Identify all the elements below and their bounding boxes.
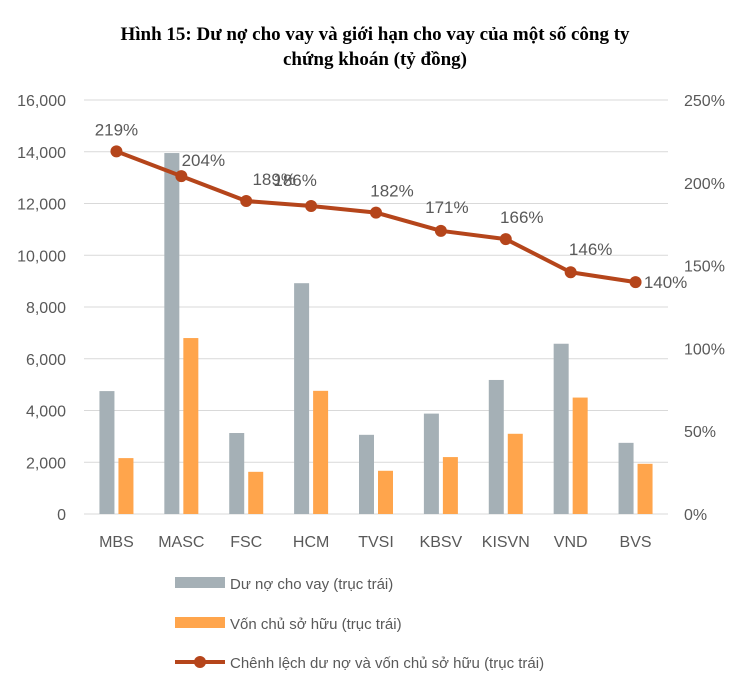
legend-label-chenh-lech: Chênh lệch dư nợ và vốn chủ sở hữu (trục… (230, 655, 544, 672)
right-tick-label: 150% (684, 259, 725, 276)
line-data-label: 140% (644, 273, 687, 292)
line-data-label: 146% (569, 240, 612, 259)
left-tick-label: 6,000 (26, 352, 66, 369)
bar-du-no-cho-vay (553, 343, 569, 514)
line-point (240, 195, 253, 208)
right-tick-label: 50% (684, 424, 716, 441)
line-data-label: 219% (95, 120, 138, 139)
line-data-label: 166% (500, 208, 543, 227)
chart-title-line2: chứng khoán (tỷ đồng) (282, 49, 468, 70)
bar-du-no-cho-vay (488, 379, 504, 514)
legend-label-von: Vốn chủ sở hữu (trục trái) (230, 616, 402, 633)
bar-du-no-cho-vay (229, 433, 245, 514)
right-tick-label: 0% (684, 507, 707, 524)
left-tick-label: 0 (57, 507, 66, 524)
bar-du-no-cho-vay (423, 413, 439, 514)
line-point (370, 206, 382, 219)
bar-du-no-cho-vay (164, 153, 180, 514)
left-tick-label: 14,000 (17, 145, 66, 162)
left-tick-label: 12,000 (17, 197, 66, 214)
bar-du-no-cho-vay (99, 391, 115, 514)
x-tick-label: MBS (99, 534, 134, 551)
x-tick-label: MASC (158, 534, 204, 551)
bar-von-chu-so-huu (313, 390, 329, 514)
bar-du-no-cho-vay (359, 434, 374, 514)
left-tick-label: 4,000 (26, 404, 66, 421)
x-tick-label: BVS (620, 534, 652, 551)
bar-von-chu-so-huu (507, 433, 523, 514)
bar-von-chu-so-huu (378, 470, 393, 514)
bar-von-chu-so-huu (248, 471, 264, 514)
line-data-label: 204% (182, 151, 225, 170)
bar-von-chu-so-huu (118, 458, 134, 514)
bar-von-chu-so-huu (572, 397, 588, 514)
bar-von-chu-so-huu (183, 338, 199, 514)
line-point (305, 199, 318, 212)
right-tick-label: 250% (684, 93, 725, 110)
chart-title-line1: Hình 15: Dư nợ cho vay và giới hạn cho v… (120, 24, 630, 45)
bar-von-chu-so-huu (637, 463, 653, 514)
right-tick-label: 100% (684, 341, 725, 358)
x-tick-label: VND (554, 534, 588, 551)
bar-von-chu-so-huu (442, 457, 458, 514)
x-tick-label: TVSI (358, 534, 394, 551)
line-point (499, 233, 512, 246)
legend-swatch-von (175, 617, 225, 628)
line-point (175, 170, 188, 183)
left-tick-label: 10,000 (17, 248, 66, 265)
line-data-label: 182% (370, 182, 413, 201)
bar-du-no-cho-vay (294, 283, 310, 514)
line-point (564, 266, 577, 279)
x-tick-label: FSC (230, 534, 262, 551)
line-data-label: 189% (252, 170, 295, 189)
line-data-label: 186% (273, 171, 316, 190)
bar-du-no-cho-vay (618, 442, 634, 514)
right-tick-label: 200% (684, 176, 725, 193)
left-tick-label: 8,000 (26, 300, 66, 317)
line-point (110, 145, 123, 158)
left-tick-label: 16,000 (17, 93, 66, 110)
left-tick-label: 2,000 (26, 455, 66, 472)
x-tick-label: KBSV (420, 534, 463, 551)
line-data-label: 171% (425, 198, 468, 217)
legend-swatch-du-no (175, 577, 225, 588)
line-point (434, 224, 447, 237)
x-tick-label: KISVN (482, 534, 530, 551)
x-tick-label: HCM (293, 534, 329, 551)
legend-marker-chenh-lech (194, 656, 206, 668)
line-point (629, 276, 642, 289)
legend-label-du-no: Dư nợ cho vay (trục trái) (230, 576, 393, 593)
